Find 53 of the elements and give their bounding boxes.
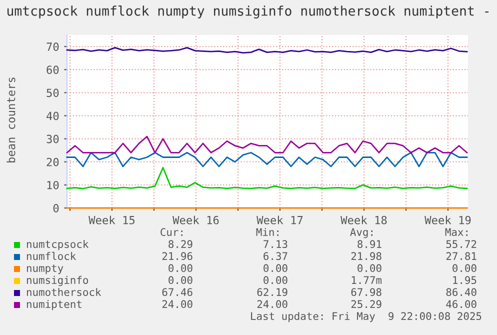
text: 0.00 bbox=[452, 264, 476, 272]
text: 21.96 bbox=[162, 252, 192, 260]
text: 0.00 bbox=[264, 276, 288, 284]
text: 86.40 bbox=[446, 288, 476, 296]
text: 0.00 bbox=[168, 276, 192, 284]
text: 0.00 bbox=[264, 264, 288, 272]
text: Last update: Fri May 9 22:00:08 2025 bbox=[251, 312, 482, 322]
text: 21.98 bbox=[351, 252, 382, 260]
chart-title: umtcpsock numflock numpty numsiginfo numothersock numiptent - bbox=[7, 6, 488, 18]
y-tick-label: 30 bbox=[46, 134, 59, 144]
legend-label: numtcpsock bbox=[26, 240, 89, 250]
text: 55.72 bbox=[446, 240, 476, 248]
legend-label: numpty bbox=[26, 264, 64, 274]
x-tick-label: Week 19 bbox=[424, 216, 471, 224]
line-series bbox=[66, 152, 468, 168]
y-tick-label: 10 bbox=[47, 180, 59, 190]
text: 0.00 bbox=[358, 264, 382, 272]
y-tick-label: 20 bbox=[46, 158, 59, 166]
text: 6.37 bbox=[264, 252, 288, 260]
text: Cur: bbox=[160, 228, 182, 236]
legend-label: numiptent bbox=[26, 300, 82, 310]
y-tick-label: 70 bbox=[46, 42, 59, 51]
text: 46.00 bbox=[446, 300, 476, 308]
text: 1.95 bbox=[453, 276, 476, 284]
x-tick-label: Week 15 bbox=[88, 216, 135, 224]
text: 67.98 bbox=[351, 288, 382, 296]
text: 1.77m bbox=[352, 276, 382, 284]
y-tick-label: 0 bbox=[53, 204, 59, 212]
text: 24.00 bbox=[257, 300, 288, 308]
text: 8.29 bbox=[168, 240, 192, 248]
y-tick-label: 40 bbox=[46, 112, 59, 120]
x-tick-label: Week 17 bbox=[256, 216, 303, 224]
x-tick-label: Week 18 bbox=[340, 216, 387, 224]
text: 8.91 bbox=[358, 240, 382, 248]
text: 7.13 bbox=[264, 240, 288, 248]
legend-label: numothersock bbox=[26, 288, 102, 296]
text: 0.00 bbox=[168, 264, 192, 272]
text: Max: bbox=[445, 228, 468, 236]
text: 67.46 bbox=[162, 288, 192, 296]
y-tick-label: 60 bbox=[46, 66, 59, 74]
line-series bbox=[66, 136, 468, 154]
y-tick-label: 50 bbox=[46, 88, 59, 98]
line-series bbox=[66, 166, 468, 190]
text: 27.81 bbox=[446, 252, 476, 260]
text: 62.19 bbox=[257, 288, 288, 296]
text: 25.29 bbox=[351, 300, 382, 308]
y-axis-title: bean counters bbox=[6, 78, 16, 162]
legend-label: numsiginfo bbox=[26, 276, 88, 286]
legend-label: numflock bbox=[26, 252, 76, 260]
text: Min: bbox=[256, 228, 278, 236]
text: 24.00 bbox=[162, 300, 192, 308]
x-tick-label: Week 16 bbox=[172, 216, 219, 224]
text: Avg: bbox=[350, 228, 372, 238]
